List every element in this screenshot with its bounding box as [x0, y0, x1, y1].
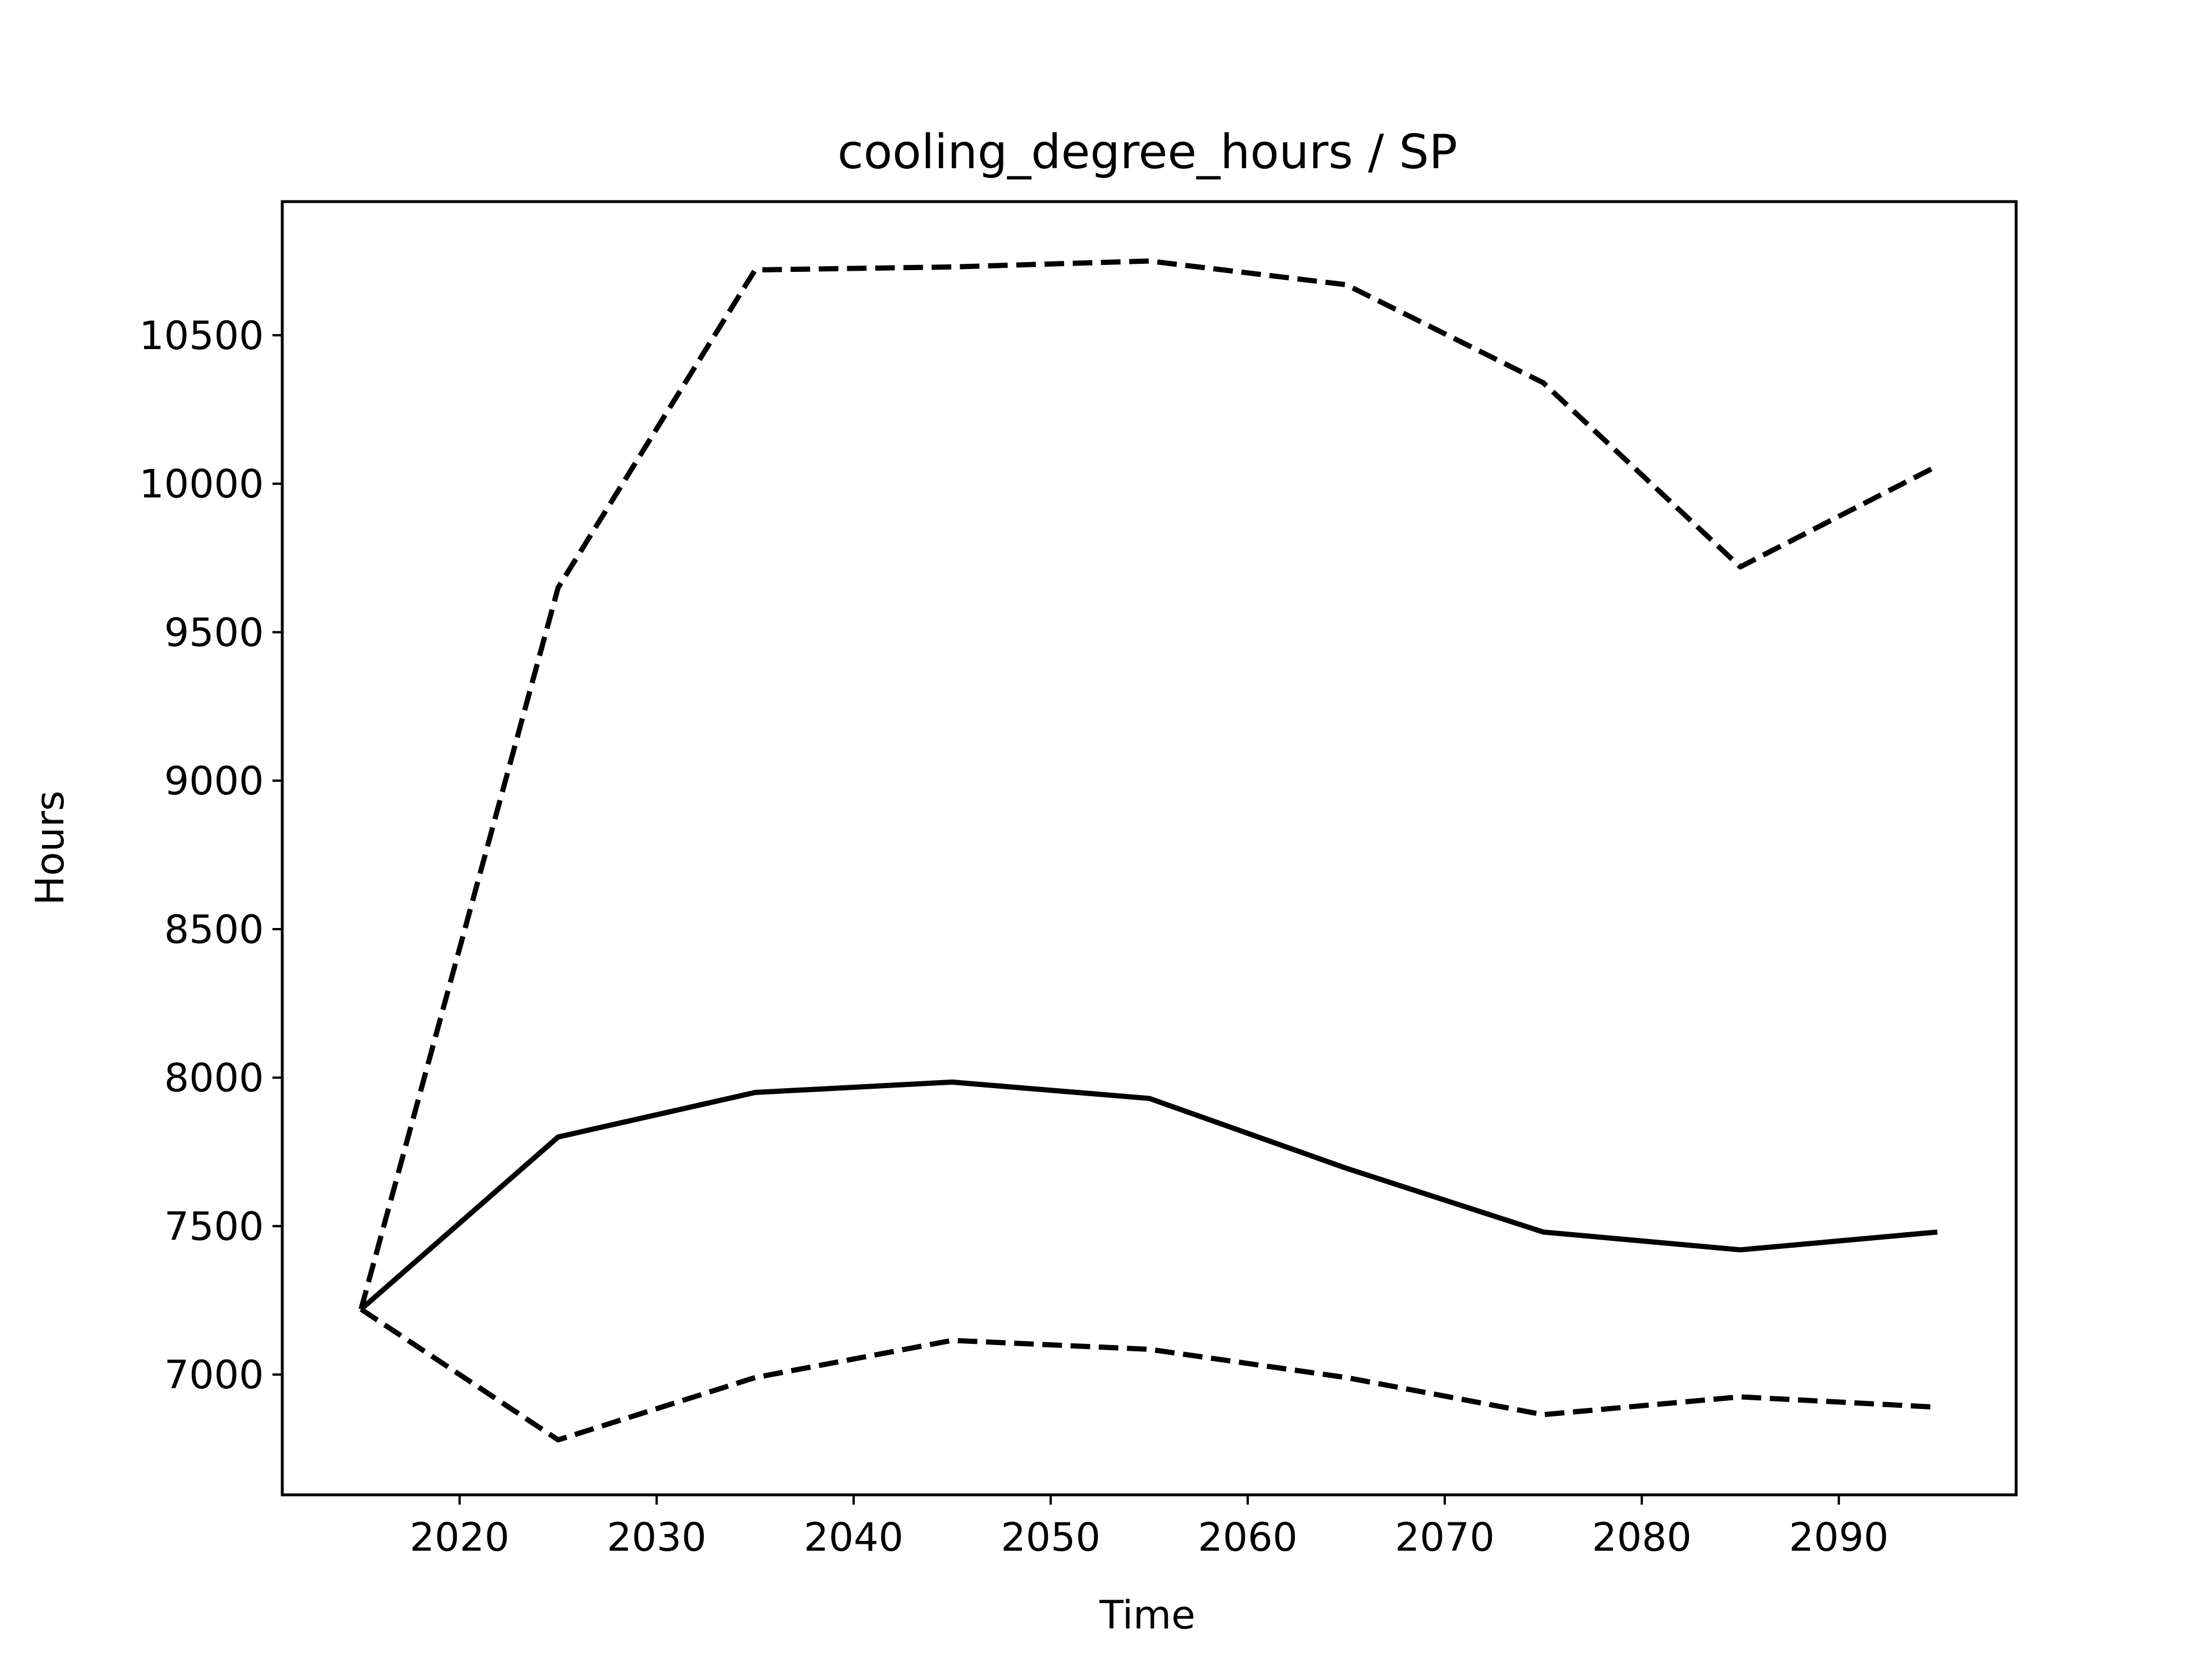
y-tick-label: 8000	[164, 1056, 264, 1101]
x-tick-label: 2050	[1001, 1515, 1100, 1560]
series-layer	[358, 258, 1939, 1443]
y-tick-label: 10000	[139, 462, 264, 507]
x-tick-label: 2070	[1395, 1515, 1495, 1560]
x-tick-label: 2090	[1789, 1515, 1889, 1560]
y-tick-label: 7500	[164, 1204, 264, 1249]
series-line-1	[359, 1080, 1938, 1312]
chart-title: cooling_degree_hours / SP	[838, 125, 1457, 180]
x-tick-label: 2060	[1198, 1515, 1297, 1560]
x-tick-label: 2040	[804, 1515, 903, 1560]
series-line-3	[359, 1307, 1938, 1443]
y-tick-label: 9500	[164, 610, 264, 656]
x-tick-label: 2020	[410, 1515, 509, 1560]
y-tick-label: 9000	[164, 759, 264, 804]
x-tick-label: 2080	[1592, 1515, 1692, 1560]
y-axis: 7000 7500 8000 8500 9000 9500 10000 10500	[139, 313, 282, 1398]
y-tick-label: 8500	[164, 907, 264, 953]
y-axis-label: Hours	[28, 790, 73, 905]
y-tick-label: 7000	[164, 1353, 264, 1398]
x-axis-label: Time	[1099, 1593, 1195, 1638]
plot-frame	[281, 200, 2018, 1497]
x-axis: 2020 2030 2040 2050 2060 2070 2080 2090	[410, 1495, 1889, 1560]
x-tick-label: 2030	[607, 1515, 706, 1560]
y-tick-label: 10500	[139, 313, 264, 359]
